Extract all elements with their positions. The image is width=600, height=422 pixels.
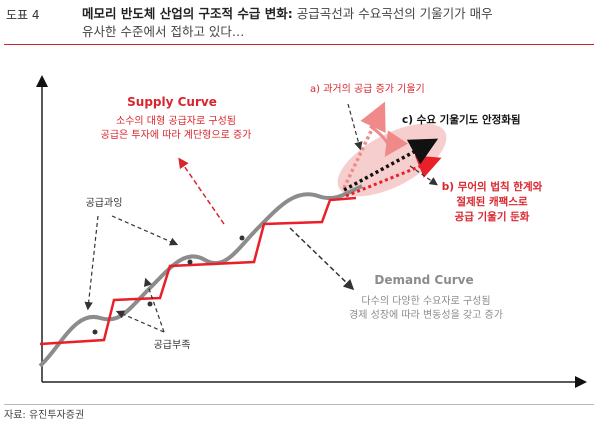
label-b-3: 공급 기울기 둔화 (455, 210, 530, 223)
intersection-dot-2 (147, 301, 153, 307)
supply-extension-b (345, 155, 442, 198)
supply-curve-title: Supply Curve (127, 95, 217, 109)
source-note: 자료: 유진투자증권 (4, 410, 85, 421)
intersection-dot-4 (239, 235, 245, 241)
intersection-dot-3 (187, 259, 193, 265)
label-b-pointer (409, 165, 438, 186)
figure-title-rest: 공급곡선과 수요곡선의 기울기가 매우 (292, 6, 493, 21)
demand-curve-desc-2: 경제 성장에 따라 변동성을 갖고 증가 (349, 308, 503, 321)
label-undersupply: 공급부족 (154, 339, 191, 351)
header-rule (4, 44, 594, 45)
label-a-pointer (347, 103, 363, 151)
label-c: c) 수요 기울기도 안정화됨 (402, 113, 521, 126)
supply-demand-diagram: Supply Curve 소수의 대형 공급자로 구성됨 공급은 투자에 따라 … (36, 75, 587, 388)
demand-label-pointer (289, 227, 355, 291)
supply-extension-a (342, 101, 386, 189)
figure-title-bold: 메모리 반도체 산업의 구조적 수급 변화: (82, 6, 293, 21)
supply-curve-desc-1: 소수의 대형 공급자로 구성됨 (116, 115, 236, 127)
figure-number: 도표 4 (6, 8, 40, 22)
shift-pointer (369, 124, 408, 157)
intersection-dot-1 (92, 329, 98, 335)
footer-rule (4, 404, 594, 405)
label-b-1: b) 무어의 법칙 한계와 (442, 180, 543, 193)
figure-title: 메모리 반도체 산업의 구조적 수급 변화: 공급곡선과 수요곡선의 기울기가 … (82, 5, 592, 41)
demand-curve (38, 184, 363, 368)
demand-extension-c (343, 138, 439, 192)
axes (36, 75, 587, 388)
undersupply-pointers (115, 277, 165, 333)
oversupply-pointers (84, 215, 179, 311)
supply-label-pointer (178, 157, 225, 225)
label-a: a) 과거의 공급 증가 기울기 (310, 83, 425, 95)
figure-header: 도표 4 메모리 반도체 산업의 구조적 수급 변화: 공급곡선과 수요곡선의 … (0, 0, 600, 48)
label-oversupply: 공급과잉 (86, 197, 123, 209)
label-b-2: 절제된 캐팩스로 (456, 195, 528, 208)
supply-curve (39, 196, 357, 346)
supply-curve-desc-2: 공급은 투자에 따라 계단형으로 증가 (101, 129, 252, 141)
demand-curve-title: Demand Curve (374, 273, 473, 287)
figure-title-line2: 유사한 수준에서 접하고 있다… (82, 24, 245, 39)
demand-curve-desc-1: 다수의 다양한 수요자로 구성됨 (361, 295, 490, 307)
